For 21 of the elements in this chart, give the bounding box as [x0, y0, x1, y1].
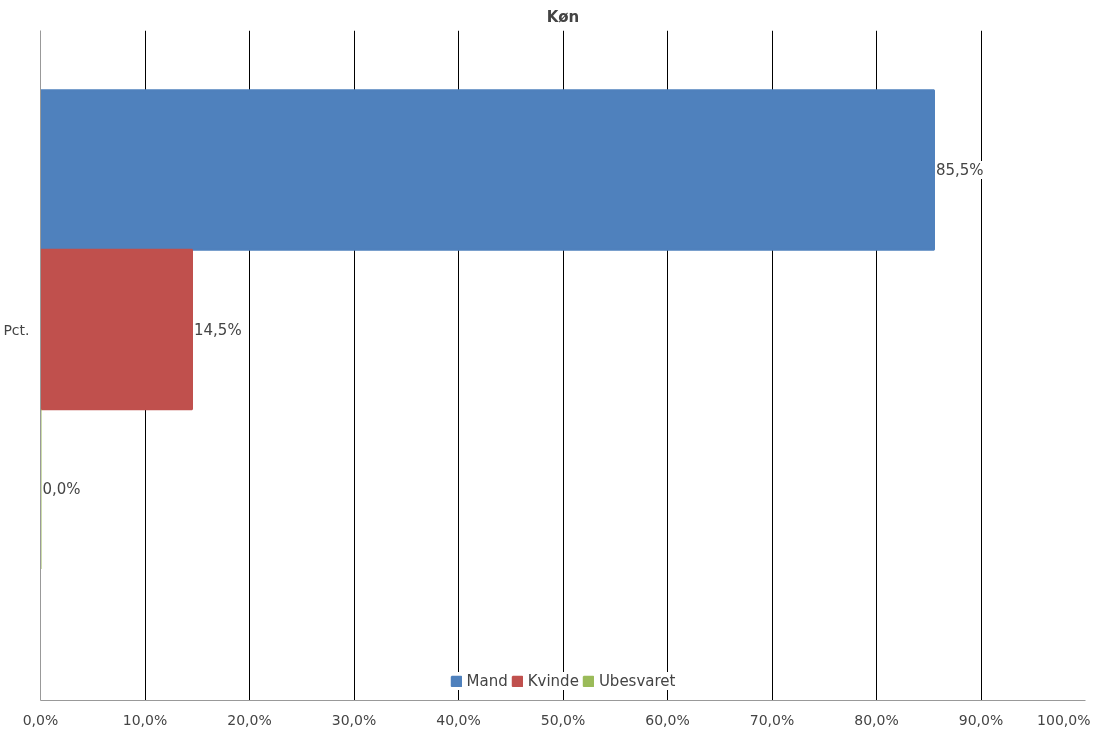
data-label: 14,5%	[194, 320, 242, 339]
data-label: 0,0%	[42, 480, 81, 499]
x-tick-label: 40,0%	[436, 711, 481, 728]
x-tick-label: 30,0%	[331, 711, 377, 728]
x-tick-label: 90,0%	[958, 711, 1004, 728]
legend-label: Mand	[466, 672, 508, 690]
legend-label: Ubesvaret	[598, 672, 676, 690]
x-tick-label: 0,0%	[22, 711, 59, 728]
y-tick-label: Pct.	[3, 321, 30, 338]
chart-title: Køn	[546, 7, 580, 26]
x-tick-label: 50,0%	[540, 711, 586, 728]
legend-label: Kvinde	[527, 672, 579, 690]
x-tick-label: 100,0%	[1037, 711, 1091, 728]
data-label: 85,5%	[935, 161, 984, 180]
x-tick-label: 60,0%	[645, 711, 690, 728]
x-tick-label: 20,0%	[227, 711, 272, 728]
bar	[40, 248, 194, 411]
x-tick-label: 70,0%	[749, 711, 795, 728]
x-tick-label: 10,0%	[122, 711, 168, 728]
bar	[40, 89, 935, 251]
x-tick-label: 80,0%	[854, 711, 899, 728]
